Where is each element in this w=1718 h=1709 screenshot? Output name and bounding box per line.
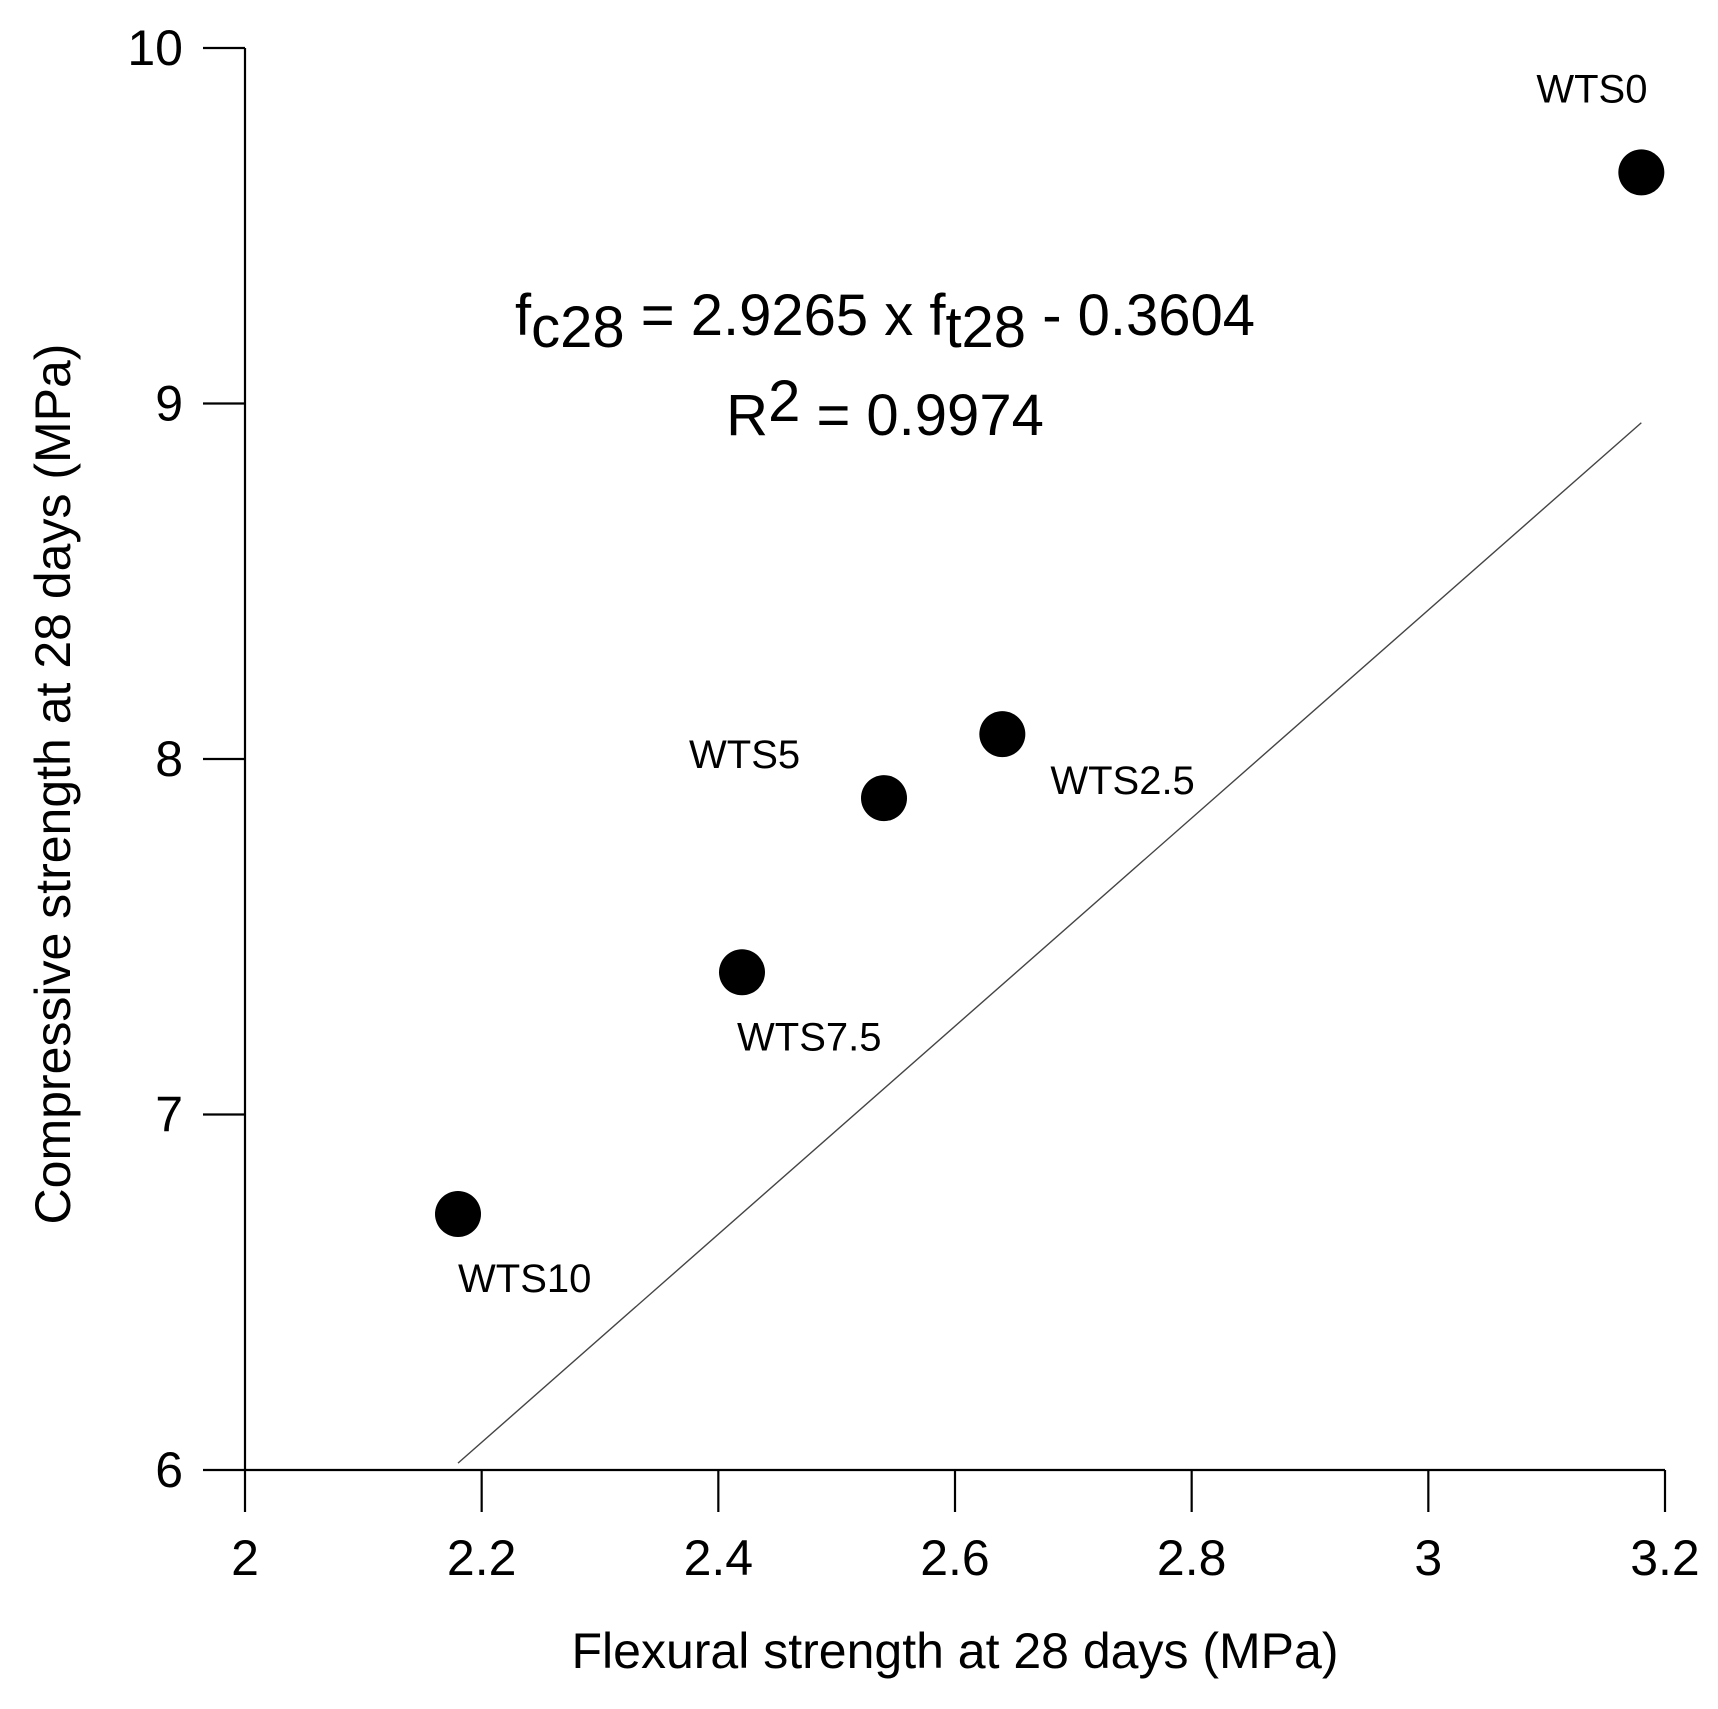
r-squared: R2 = 0.9974 (726, 369, 1044, 448)
data-point-wts7-5 (719, 949, 765, 996)
y-tick-label: 9 (155, 376, 183, 432)
data-point-label: WTS7.5 (737, 1015, 881, 1059)
x-ticks: 2 2.2 2.4 2.6 2.8 3 3.2 (231, 1470, 1700, 1586)
r-squared-superscript: 2 (768, 369, 800, 434)
data-point-label: WTS2.5 (1050, 759, 1194, 803)
data-point-label: WTS10 (458, 1257, 591, 1301)
y-tick-label: 8 (155, 731, 183, 787)
y-tick-label: 10 (127, 20, 183, 76)
x-tick-label: 2.8 (1157, 1530, 1227, 1586)
r-squared-base: R (726, 383, 768, 448)
equation-tail: - 0.3604 (1026, 283, 1255, 348)
data-point-wts10 (435, 1191, 481, 1238)
equation-rhs-subscript: t28 (945, 295, 1026, 360)
regression-line (457, 422, 1642, 1464)
x-tick-label: 2.4 (684, 1530, 754, 1586)
data-points (435, 149, 1665, 1238)
y-ticks: 6 7 8 9 10 (127, 20, 245, 1498)
x-tick-label: 2.6 (920, 1530, 990, 1586)
equation-lhs-base: f (515, 283, 532, 348)
data-point-wts5 (861, 775, 907, 822)
y-axis-title: Compressive strength at 28 days (MPa) (25, 344, 81, 1225)
equation-middle: = 2.9265 x f (625, 283, 947, 348)
regression-equation: fc28 = 2.9265 x ft28 - 0.3604 (515, 283, 1255, 360)
r-squared-value: = 0.9974 (800, 383, 1044, 448)
x-tick-label: 3.2 (1630, 1530, 1700, 1586)
data-point-labels: WTS0 WTS2.5 WTS5 WTS7.5 WTS10 (458, 67, 1647, 1301)
data-point-wts2-5 (979, 711, 1026, 758)
x-axis-title: Flexural strength at 28 days (MPa) (572, 1623, 1339, 1679)
y-tick-label: 7 (155, 1087, 183, 1143)
y-tick-label: 6 (155, 1442, 183, 1498)
data-point-wts0 (1618, 149, 1665, 196)
x-tick-label: 2.2 (447, 1530, 517, 1586)
equation-lhs-subscript: c28 (531, 295, 625, 360)
data-point-label: WTS5 (689, 733, 800, 777)
x-tick-label: 2 (231, 1530, 259, 1586)
x-tick-label: 3 (1414, 1530, 1442, 1586)
data-point-label: WTS0 (1536, 67, 1647, 111)
